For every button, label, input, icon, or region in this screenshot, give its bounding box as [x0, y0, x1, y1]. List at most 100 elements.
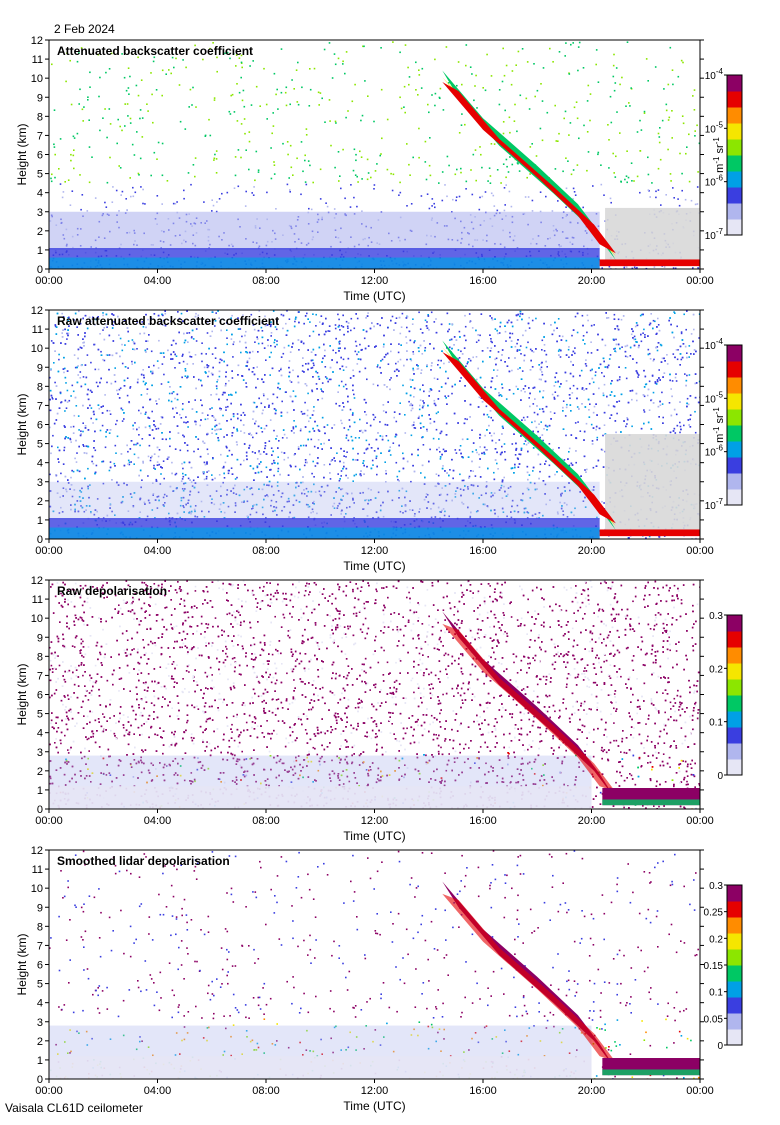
x-tick-label: 12:00	[361, 545, 389, 557]
x-tick-label: 20:00	[578, 1085, 606, 1097]
y-tick-label: 7	[37, 400, 43, 412]
x-tick-label: 04:00	[144, 1085, 172, 1097]
y-tick-label: 12	[31, 845, 43, 857]
y-axis-label: Height (km)	[15, 663, 29, 725]
colorbar-tick-label: 0	[717, 1041, 723, 1052]
y-tick-label: 5	[37, 439, 43, 451]
colorbar: 00.050.10.150.20.250.3	[704, 881, 742, 1052]
x-tick-label: 00:00	[686, 545, 714, 557]
low-cloud	[600, 259, 700, 266]
colorbar-tick-label: 10-7	[705, 227, 724, 242]
y-tick-label: 3	[37, 207, 43, 219]
y-tick-label: 10	[31, 73, 43, 85]
colorbar-tick-label: 10-5	[705, 120, 724, 135]
plot-area	[49, 310, 702, 541]
x-tick-label: 16:00	[469, 545, 497, 557]
colorbar-tick-label: 0.05	[704, 1014, 724, 1025]
x-tick-label: 04:00	[144, 815, 172, 827]
y-tick-label: 9	[37, 362, 43, 374]
x-tick-label: 00:00	[35, 275, 63, 287]
plot-area	[49, 40, 701, 271]
colorbar: 10-710-610-510-4m-1 sr-1	[705, 337, 742, 512]
x-tick-label: 00:00	[686, 1085, 714, 1097]
colorbar-tick-label: 0	[717, 771, 723, 782]
x-tick-label: 08:00	[252, 1085, 280, 1097]
panel-4: Smoothed lidar depolarisation01234567891…	[15, 845, 742, 1113]
y-tick-label: 5	[37, 979, 43, 991]
x-tick-label: 12:00	[361, 1085, 389, 1097]
y-tick-label: 4	[37, 998, 43, 1010]
instrument-label: Vaisala CL61D ceilometer	[5, 1101, 143, 1115]
colorbar-tick-label: 0.2	[709, 934, 723, 945]
plot-area	[49, 850, 700, 1081]
y-tick-label: 11	[32, 864, 43, 876]
x-tick-label: 04:00	[144, 545, 172, 557]
y-axis-label: Height (km)	[15, 123, 29, 185]
y-tick-label: 6	[37, 960, 43, 972]
y-tick-label: 12	[31, 35, 43, 47]
y-tick-label: 10	[31, 883, 43, 895]
x-tick-label: 00:00	[35, 815, 63, 827]
colorbar-label: m-1 sr-1	[712, 407, 726, 443]
x-tick-label: 00:00	[35, 545, 63, 557]
x-tick-label: 08:00	[252, 545, 280, 557]
panel-2: Raw attenuated backscatter coefficient01…	[15, 305, 742, 573]
y-axis-label: Height (km)	[15, 933, 29, 995]
x-tick-label: 16:00	[469, 1085, 497, 1097]
y-tick-label: 3	[37, 747, 43, 759]
low-cloud	[600, 529, 700, 536]
x-tick-label: 00:00	[686, 275, 714, 287]
y-tick-label: 1	[37, 1055, 43, 1067]
colorbar-tick-label: 10-5	[705, 390, 724, 405]
x-axis-label: Time (UTC)	[343, 289, 405, 303]
y-tick-label: 11	[32, 324, 43, 336]
y-tick-label: 11	[32, 594, 43, 606]
y-tick-label: 8	[37, 381, 43, 393]
y-tick-label: 8	[37, 921, 43, 933]
x-tick-label: 00:00	[686, 815, 714, 827]
x-tick-label: 08:00	[252, 275, 280, 287]
y-tick-label: 2	[37, 1036, 43, 1048]
colorbar-tick-label: 0.1	[709, 988, 723, 999]
y-tick-label: 6	[37, 150, 43, 162]
colorbar-tick-label: 0.2	[709, 664, 723, 675]
y-tick-label: 6	[37, 690, 43, 702]
colorbar-tick-label: 10-4	[705, 67, 724, 82]
y-tick-label: 5	[37, 709, 43, 721]
x-axis-label: Time (UTC)	[343, 829, 405, 843]
y-tick-label: 9	[37, 92, 43, 104]
panel-title: Smoothed lidar depolarisation	[57, 854, 230, 868]
y-tick-label: 1	[37, 515, 43, 527]
x-tick-label: 16:00	[469, 815, 497, 827]
y-tick-label: 2	[37, 226, 43, 238]
colorbar-tick-label: 10-6	[705, 444, 724, 459]
y-tick-label: 10	[31, 343, 43, 355]
date-label: 2 Feb 2024	[54, 22, 115, 36]
panel-title: Attenuated backscatter coefficient	[57, 44, 253, 58]
y-axis-label: Height (km)	[15, 393, 29, 455]
colorbar-tick-label: 0.1	[709, 718, 723, 729]
colorbar-tick-label: 0.3	[709, 611, 723, 622]
y-tick-label: 7	[37, 670, 43, 682]
y-tick-label: 3	[37, 1017, 43, 1029]
y-tick-label: 5	[37, 169, 43, 181]
x-tick-label: 04:00	[144, 275, 172, 287]
y-tick-label: 2	[37, 766, 43, 778]
x-tick-label: 12:00	[361, 815, 389, 827]
colorbar: 0 0.1 0.2 0.3	[709, 611, 742, 782]
y-tick-label: 12	[31, 305, 43, 317]
colorbar-label: m-1 sr-1	[712, 137, 726, 173]
x-tick-label: 20:00	[578, 815, 606, 827]
y-tick-label: 1	[37, 245, 43, 257]
colorbar: 10-710-610-510-4m-1 sr-1	[705, 67, 742, 242]
y-tick-label: 7	[37, 130, 43, 142]
y-tick-label: 4	[37, 458, 43, 470]
y-tick-label: 2	[37, 496, 43, 508]
panel-title: Raw attenuated backscatter coefficient	[57, 314, 279, 328]
colorbar-tick-label: 0.25	[704, 908, 724, 919]
y-tick-label: 6	[37, 420, 43, 432]
y-tick-label: 10	[31, 613, 43, 625]
